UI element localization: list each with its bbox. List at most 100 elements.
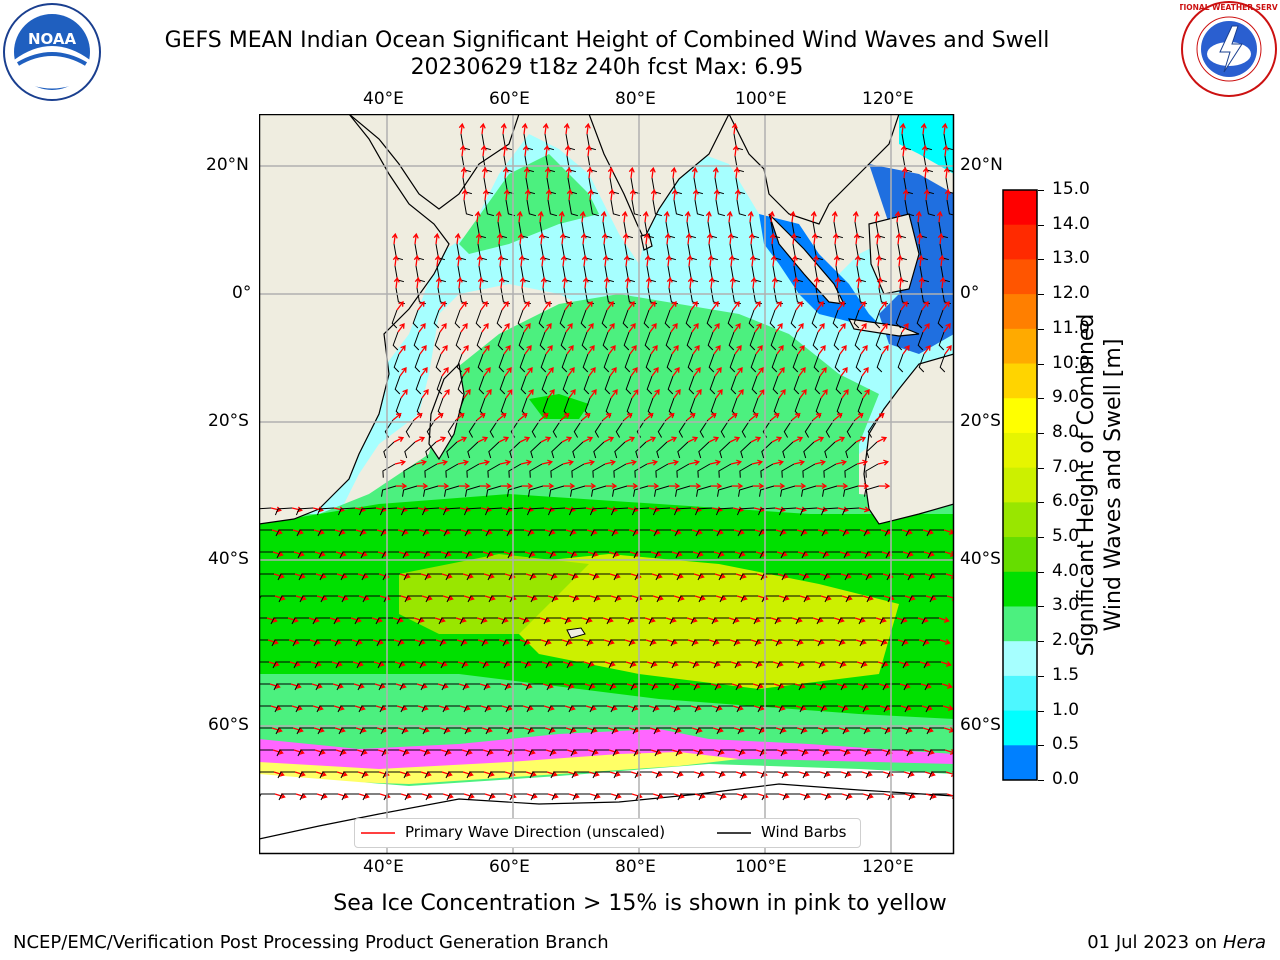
wind-barb [865,771,883,779]
wave-direction-arrow [673,389,681,399]
kerguelen-island [566,627,586,639]
wave-direction-arrow [791,254,798,267]
wave-direction-arrow [293,748,305,755]
wave-direction-arrow [689,682,701,689]
wave-direction-arrow [520,459,533,466]
wind-barb [520,375,527,395]
wind-barb [561,353,568,373]
wave-direction-arrow [292,528,304,535]
wave-direction-arrow [623,412,633,421]
wave-direction-arrow [736,792,748,799]
wave-direction-arrow [875,412,885,421]
colorbar-tick-mark [1038,294,1044,296]
wave-direction-arrow [268,660,280,667]
wave-direction-arrow [694,792,706,799]
wave-direction-arrow [857,482,870,490]
wind-barb [717,749,735,757]
wave-direction-arrow [671,188,678,201]
chart-title-line1: GEFS MEAN Indian Ocean Significant Heigh… [164,28,1050,53]
wave-direction-arrow [920,682,932,689]
wind-barb [468,419,478,438]
wave-direction-arrow [543,506,555,513]
wind-barb [696,749,714,757]
wave-direction-arrow [330,638,342,645]
wave-direction-arrow [691,166,698,179]
wind-barb [541,375,548,395]
wave-direction-arrow [813,638,825,645]
wave-direction-arrow [799,389,807,399]
wind-barb [717,485,733,497]
wave-direction-arrow [400,389,408,399]
wave-direction-arrow [501,704,513,711]
wind-barb [423,551,441,559]
wind-barb [811,309,818,329]
wave-direction-arrow [670,528,682,535]
wind-barb [436,375,443,395]
colorbar-tick-label: 6.0 [1052,491,1080,512]
colorbar-tick-label: 12.0 [1052,283,1090,304]
wind-barb [801,485,817,497]
wave-direction-arrow [902,345,910,355]
wind-barb [927,749,945,757]
wave-direction-arrow [355,726,367,733]
wind-barb [417,617,435,625]
wind-barb [613,771,631,779]
wind-barb [585,617,603,625]
wave-direction-arrow [622,232,629,245]
wave-direction-arrow [539,616,551,623]
wave-direction-arrow [606,301,614,311]
wave-direction-arrow [274,792,286,799]
wave-direction-arrow [705,210,712,223]
wave-direction-arrow [772,660,784,667]
wave-direction-arrow [558,210,565,223]
wind-barb [629,661,647,669]
wave-direction-arrow [854,412,864,421]
wind-barb [526,199,537,217]
wave-direction-arrow [540,436,552,443]
wind-barb [693,683,711,691]
wind-barb [655,463,669,478]
india-land [588,114,730,241]
wind-barb [508,573,526,581]
wind-barb [652,199,663,217]
wave-direction-arrow [526,792,538,799]
wind-barb [420,683,438,691]
wave-direction-arrow [819,770,831,777]
wind-barb [740,595,758,603]
wind-barb [734,661,752,669]
wave-direction-arrow [726,210,733,223]
sea-ice-note: Sea Ice Concentration > 15% is shown in … [333,891,947,916]
wind-barb [568,199,579,217]
wind-barb [672,683,690,691]
wind-barb [375,617,393,625]
colorbar-tick-mark [1038,190,1044,191]
wave-direction-arrow [875,616,887,623]
colorbar-label-line2: Wind Waves and Swell [m] [1101,338,1126,632]
wind-barb [381,749,399,757]
wind-barb [507,485,523,497]
wave-direction-arrow [311,682,323,689]
wave-direction-arrow [938,616,950,623]
wave-direction-arrow [498,436,510,443]
wind-barb [760,463,774,478]
wind-barb [316,705,334,713]
wave-direction-arrow [774,301,782,311]
wave-direction-arrow [315,572,327,579]
wave-direction-arrow [482,188,489,201]
wind-barb [400,705,418,713]
wave-direction-arrow [354,704,366,711]
lon-tick-bottom-60e: 60°E [489,857,530,877]
wind-barb [736,199,747,217]
wind-barb [716,727,734,735]
wave-direction-arrow [644,412,654,421]
wind-barb [593,793,611,801]
wave-direction-arrow [335,748,347,755]
wind-barb [548,529,566,537]
wind-barb [624,353,631,373]
wind-barb [627,617,645,625]
wave-direction-arrow [643,232,650,245]
chart-title-line2: 20230629 t18z 240h fcst Max: 6.95 [410,55,804,80]
wind-barb [843,485,859,497]
wave-direction-arrow [608,748,620,755]
wave-direction-arrow [457,459,470,466]
